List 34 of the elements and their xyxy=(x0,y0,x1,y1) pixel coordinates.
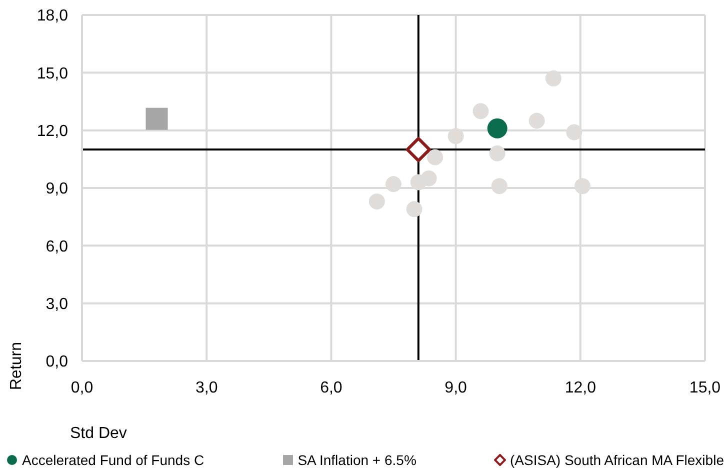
x-tick-label: 9,0 xyxy=(444,379,468,396)
y-axis-title: Return xyxy=(8,342,26,390)
y-tick-label: 15,0 xyxy=(36,65,68,82)
legend-label: SA Inflation + 6.5% xyxy=(298,452,416,468)
y-tick-label: 9,0 xyxy=(46,180,68,198)
x-tick-label: 15,0 xyxy=(689,379,721,396)
point xyxy=(406,201,422,218)
y-tick-label: 12,0 xyxy=(36,123,68,140)
point xyxy=(566,124,582,140)
point xyxy=(487,118,508,138)
y-tick-label: 6,0 xyxy=(46,238,68,256)
y-tick-label: 18,0 xyxy=(36,8,68,25)
y-tick-label: 3,0 xyxy=(46,296,68,314)
point xyxy=(406,137,431,162)
x-tick-label: 3,0 xyxy=(195,379,218,396)
point xyxy=(545,70,562,86)
x-tick-label: 0,0 xyxy=(70,379,94,396)
point xyxy=(528,112,545,129)
x-tick-label: 12,0 xyxy=(564,379,596,396)
point xyxy=(574,178,590,194)
point xyxy=(420,170,437,186)
point xyxy=(368,193,385,210)
point xyxy=(472,103,489,120)
point xyxy=(489,145,506,162)
point xyxy=(448,128,464,144)
point xyxy=(146,108,168,130)
x-axis-title: Std Dev xyxy=(70,425,127,443)
legend-label: Accelerated Fund of Funds C xyxy=(22,452,204,468)
x-tick-label: 6,0 xyxy=(320,379,342,396)
point xyxy=(491,178,508,194)
y-tick-label: 0,0 xyxy=(46,354,68,371)
point xyxy=(427,149,444,166)
point xyxy=(386,176,402,192)
legend-label: (ASISA) South African MA Flexible xyxy=(510,452,724,468)
